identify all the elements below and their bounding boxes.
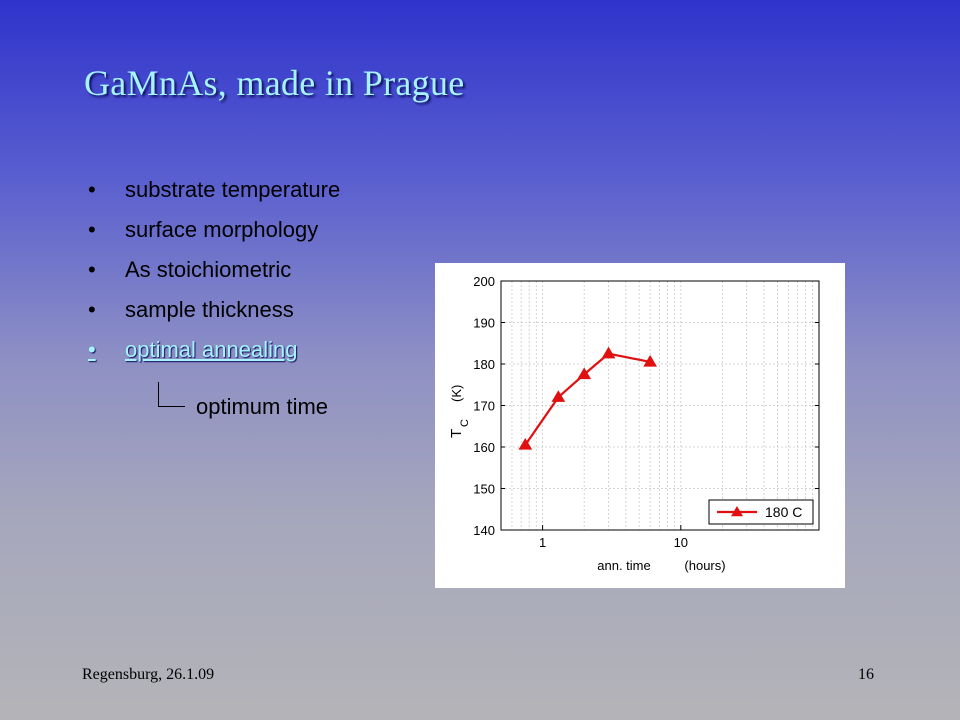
y-tick-label: 140 [473, 523, 495, 538]
x-tick-label: 10 [674, 535, 688, 550]
legend: 180 C [708, 499, 814, 525]
plot-frame [500, 280, 820, 531]
y-tick-label: 160 [473, 440, 495, 455]
y-tick-label: 170 [473, 399, 495, 414]
grid-layer [501, 281, 819, 530]
data-point [601, 346, 616, 359]
tc-chart: 140 150 160 170 180 190 200 1 10 180 C ann. time… [448, 274, 820, 573]
bullet-text: sample thickness [125, 297, 294, 322]
series-layer [518, 346, 658, 450]
bullet-dot: • [88, 257, 96, 282]
x-axis-unit: (hours) [684, 558, 725, 573]
sub-note: optimum time [196, 394, 329, 419]
y-tick-label: 180 [473, 357, 495, 372]
legend-label: 180 C [765, 504, 802, 520]
bullet-dot: • [88, 337, 96, 362]
data-point [643, 354, 658, 367]
legend-marker [731, 506, 743, 517]
bullet-text: substrate temperature [125, 177, 341, 202]
bullet-dot: • [88, 297, 96, 322]
bullet-dot: • [88, 217, 96, 242]
y-tick-label: 190 [473, 316, 495, 331]
y-tick-label: 200 [473, 274, 495, 289]
slide-title: GaMnAs, made in Prague [84, 63, 465, 103]
series-line [524, 352, 651, 446]
bullet-text: surface morphology [125, 217, 319, 242]
y-axis-label: TC (K) [448, 385, 471, 438]
page-number: 16 [858, 666, 874, 683]
bullet-link-optimal-annealing[interactable]: optimal annealing [125, 337, 298, 362]
bullet-text: As stoichiometric [125, 257, 292, 282]
bracket-connector [158, 382, 185, 407]
y-tick-label: 150 [473, 482, 495, 497]
y-axis-symbol: T [448, 429, 465, 438]
y-axis-subscript: C [459, 419, 471, 427]
data-point [518, 437, 533, 450]
footer-location-date: Regensburg, 26.1.09 [82, 666, 215, 683]
bullet-dot: • [88, 177, 96, 202]
data-point [577, 367, 592, 380]
x-axis-label: ann. time [597, 558, 650, 573]
x-tick-label: 1 [539, 535, 546, 550]
axis-labels: ann. time (hours) TC (K) [448, 385, 726, 573]
tick-layer: 140 150 160 170 180 190 200 1 10 [473, 274, 819, 550]
y-axis-unit: (K) [449, 385, 464, 402]
data-point [551, 390, 566, 402]
chart-panel: 140 150 160 170 180 190 200 1 10 180 C ann. time… [435, 263, 845, 588]
